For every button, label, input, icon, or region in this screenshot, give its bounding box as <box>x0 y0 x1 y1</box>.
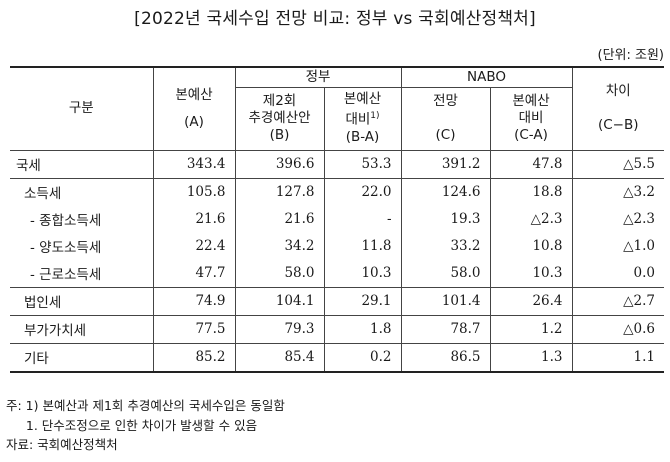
table-row: 부가가치세 77.5 79.3 1.8 78.7 1.2 △0.6 <box>10 314 665 343</box>
cell-gap: △2.7 <box>571 286 665 315</box>
header-gov-diff: 본예산 대비1) (B-A) <box>323 87 401 150</box>
cell-budget: 85.2 <box>152 342 235 373</box>
cell-gap: △5.5 <box>571 149 665 178</box>
header-gap: 차이 (C−B) <box>571 66 665 150</box>
header-category: 구분 <box>10 66 153 150</box>
cell-gov-diff: 10.3 <box>323 259 401 287</box>
cell-nabo-forecast: 391.2 <box>400 149 490 178</box>
header-budget: 본예산 (A) <box>152 66 235 150</box>
cell-budget: 21.6 <box>152 205 235 233</box>
footnote-2: 1. 단수조정으로 인한 차이가 발생할 수 있음 <box>6 417 258 433</box>
table-row: - 양도소득세 22.4 34.2 11.8 33.2 10.8 △1.0 <box>10 232 665 260</box>
cell-nabo-diff: 1.2 <box>489 314 573 343</box>
header-nabo-diff: 본예산 대비 (C-A) <box>489 87 573 150</box>
row-label: 국세 <box>10 149 153 178</box>
header-nabo-group: NABO <box>400 66 573 88</box>
row-label: - 양도소득세 <box>30 240 102 256</box>
footnotes: 주: 1) 본예산과 제1회 추경예산의 국세수입은 동일함 1. 단수조정으로… <box>6 396 285 455</box>
table-row: 소득세 105.8 127.8 22.0 124.6 18.8 △3.2 <box>10 177 665 206</box>
cell-gov-supplementary: 104.1 <box>234 286 324 315</box>
cell-nabo-forecast: 86.5 <box>400 342 490 373</box>
cell-gov-supplementary: 58.0 <box>234 259 324 287</box>
cell-nabo-diff: 26.4 <box>489 286 573 315</box>
table-row: 기타 85.2 85.4 0.2 86.5 1.3 1.1 <box>10 342 665 373</box>
cell-budget: 105.8 <box>152 177 235 206</box>
cell-budget: 77.5 <box>152 314 235 343</box>
cell-nabo-diff: 10.3 <box>489 259 573 287</box>
cell-gov-diff: 22.0 <box>323 177 401 206</box>
cell-gov-diff: 29.1 <box>323 286 401 315</box>
cell-nabo-diff: △2.3 <box>489 205 573 233</box>
table-row: - 근로소득세 47.7 58.0 10.3 58.0 10.3 0.0 <box>10 259 665 287</box>
cell-budget: 47.7 <box>152 259 235 287</box>
cell-nabo-forecast: 19.3 <box>400 205 490 233</box>
cell-nabo-forecast: 124.6 <box>400 177 490 206</box>
cell-nabo-forecast: 78.7 <box>400 314 490 343</box>
cell-gov-supplementary: 396.6 <box>234 149 324 178</box>
cell-gap: 1.1 <box>571 342 665 373</box>
table-row: 국세 343.4 396.6 53.3 391.2 47.8 △5.5 <box>10 149 665 178</box>
cell-budget: 22.4 <box>152 232 235 260</box>
cell-gap: △1.0 <box>571 232 665 260</box>
cell-budget: 343.4 <box>152 149 235 178</box>
header-nabo-forecast: 전망 (C) <box>400 87 490 150</box>
cell-gap: 0.0 <box>571 259 665 287</box>
cell-gap: △2.3 <box>571 205 665 233</box>
cell-nabo-diff: 18.8 <box>489 177 573 206</box>
footnote-1: 주: 1) 본예산과 제1회 추경예산의 국세수입은 동일함 <box>6 398 285 413</box>
row-label: - 종합소득세 <box>30 213 102 229</box>
row-label: - 근로소득세 <box>30 267 102 283</box>
footnote-marker: 1) <box>370 111 380 122</box>
cell-budget: 74.9 <box>152 286 235 315</box>
cell-nabo-forecast: 58.0 <box>400 259 490 287</box>
cell-gov-diff: - <box>323 205 401 233</box>
row-label: 소득세 <box>10 177 153 206</box>
cell-gov-supplementary: 34.2 <box>234 232 324 260</box>
cell-nabo-forecast: 101.4 <box>400 286 490 315</box>
cell-gap: △3.2 <box>571 177 665 206</box>
cell-gov-supplementary: 79.3 <box>234 314 324 343</box>
unit-label: (단위: 조원) <box>597 48 665 63</box>
cell-gov-supplementary: 21.6 <box>234 205 324 233</box>
source-note: 자료: 국회예산정책처 <box>6 437 118 452</box>
cell-nabo-diff: 1.3 <box>489 342 573 373</box>
header-gov-supplementary: 제2회 추경예산안 (B) <box>234 87 324 150</box>
cell-nabo-forecast: 33.2 <box>400 232 490 260</box>
cell-gov-supplementary: 85.4 <box>234 342 324 373</box>
table-row: 법인세 74.9 104.1 29.1 101.4 26.4 △2.7 <box>10 286 665 315</box>
table-row: - 종합소득세 21.6 21.6 - 19.3 △2.3 △2.3 <box>10 205 665 233</box>
row-label: 부가가치세 <box>10 314 153 343</box>
tax-revenue-table: 구분 본예산 (A) 정부 NABO 차이 (C−B) 제2회 추경예산안 (B… <box>10 66 665 373</box>
row-label: 기타 <box>10 342 153 373</box>
cell-gov-diff: 1.8 <box>323 314 401 343</box>
cell-nabo-diff: 10.8 <box>489 232 573 260</box>
cell-gov-diff: 0.2 <box>323 342 401 373</box>
cell-gap: △0.6 <box>571 314 665 343</box>
row-label: 법인세 <box>10 286 153 315</box>
cell-gov-diff: 53.3 <box>323 149 401 178</box>
header-government-group: 정부 <box>234 66 401 88</box>
page-title: [2022년 국세수입 전망 비교: 정부 vs 국회예산정책처] <box>134 9 536 29</box>
cell-gov-supplementary: 127.8 <box>234 177 324 206</box>
cell-gov-diff: 11.8 <box>323 232 401 260</box>
cell-nabo-diff: 47.8 <box>489 149 573 178</box>
